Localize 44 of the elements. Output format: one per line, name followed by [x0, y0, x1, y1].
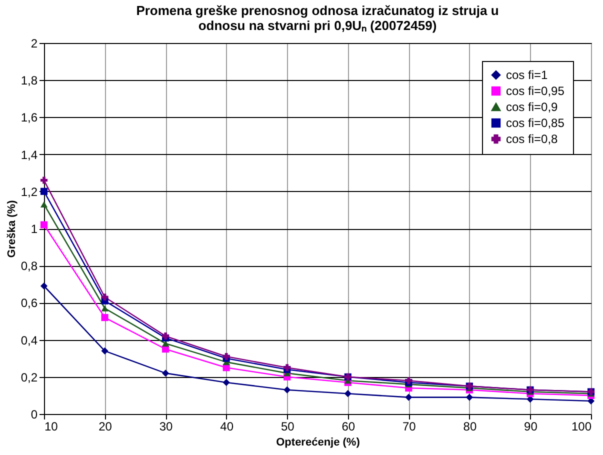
point [101, 305, 108, 312]
x-tick-label: 30 [159, 420, 174, 434]
legend-label: cos fi=0,95 [506, 84, 565, 98]
x-tick-label: 60 [342, 420, 356, 434]
y-tick-label: 1,8 [20, 74, 38, 88]
y-tick-label: 1,4 [20, 148, 38, 162]
x-tick-label: 20 [98, 420, 112, 434]
legend-label: cos fi=0,85 [506, 116, 565, 130]
x-tick-label: 80 [463, 420, 477, 434]
x-tick-label: 90 [524, 420, 538, 434]
point [101, 314, 108, 322]
point [101, 294, 108, 301]
point [405, 394, 412, 401]
y-tick-label: 1 [30, 222, 38, 236]
y-tick-label: 0 [30, 408, 38, 422]
legend-label: cos fi=1 [506, 68, 548, 82]
point [101, 347, 108, 354]
point [344, 390, 352, 398]
point [40, 176, 48, 184]
x-axis-title: Opterećenje (%) [276, 436, 360, 448]
y-tick-label: 0,2 [20, 370, 38, 384]
point [284, 386, 291, 394]
text: Promena greške prenosnog odnosa izračunatog iz struja u [136, 3, 499, 18]
x-tick-label: 70 [402, 420, 416, 434]
y-tick-label: 0,8 [20, 259, 38, 274]
x-tick-label: 50 [280, 420, 295, 434]
point [222, 378, 230, 386]
y-tick-label: 1,2 [20, 184, 38, 199]
y-tick-label: 2 [30, 36, 38, 50]
y-tick-label: 0,4 [20, 333, 38, 348]
point [162, 370, 170, 377]
x-tick-label: 100 [571, 420, 592, 434]
point [40, 282, 48, 290]
y-tick-label: 0,6 [20, 296, 38, 310]
point [162, 340, 170, 347]
point [466, 394, 473, 401]
legend-label: cos fi=0,8 [506, 132, 558, 146]
point [40, 201, 48, 208]
text: odnosu na stvarni pri 0,9Uₙ (20072459) [198, 18, 437, 33]
y-tick-label: 1,6 [20, 110, 38, 125]
x-tick-label: 40 [220, 420, 234, 434]
x-tick-label: 10 [44, 420, 58, 434]
y-axis-title: Greška (%) [6, 200, 18, 258]
legend-label: cos fi=0,9 [506, 100, 558, 114]
